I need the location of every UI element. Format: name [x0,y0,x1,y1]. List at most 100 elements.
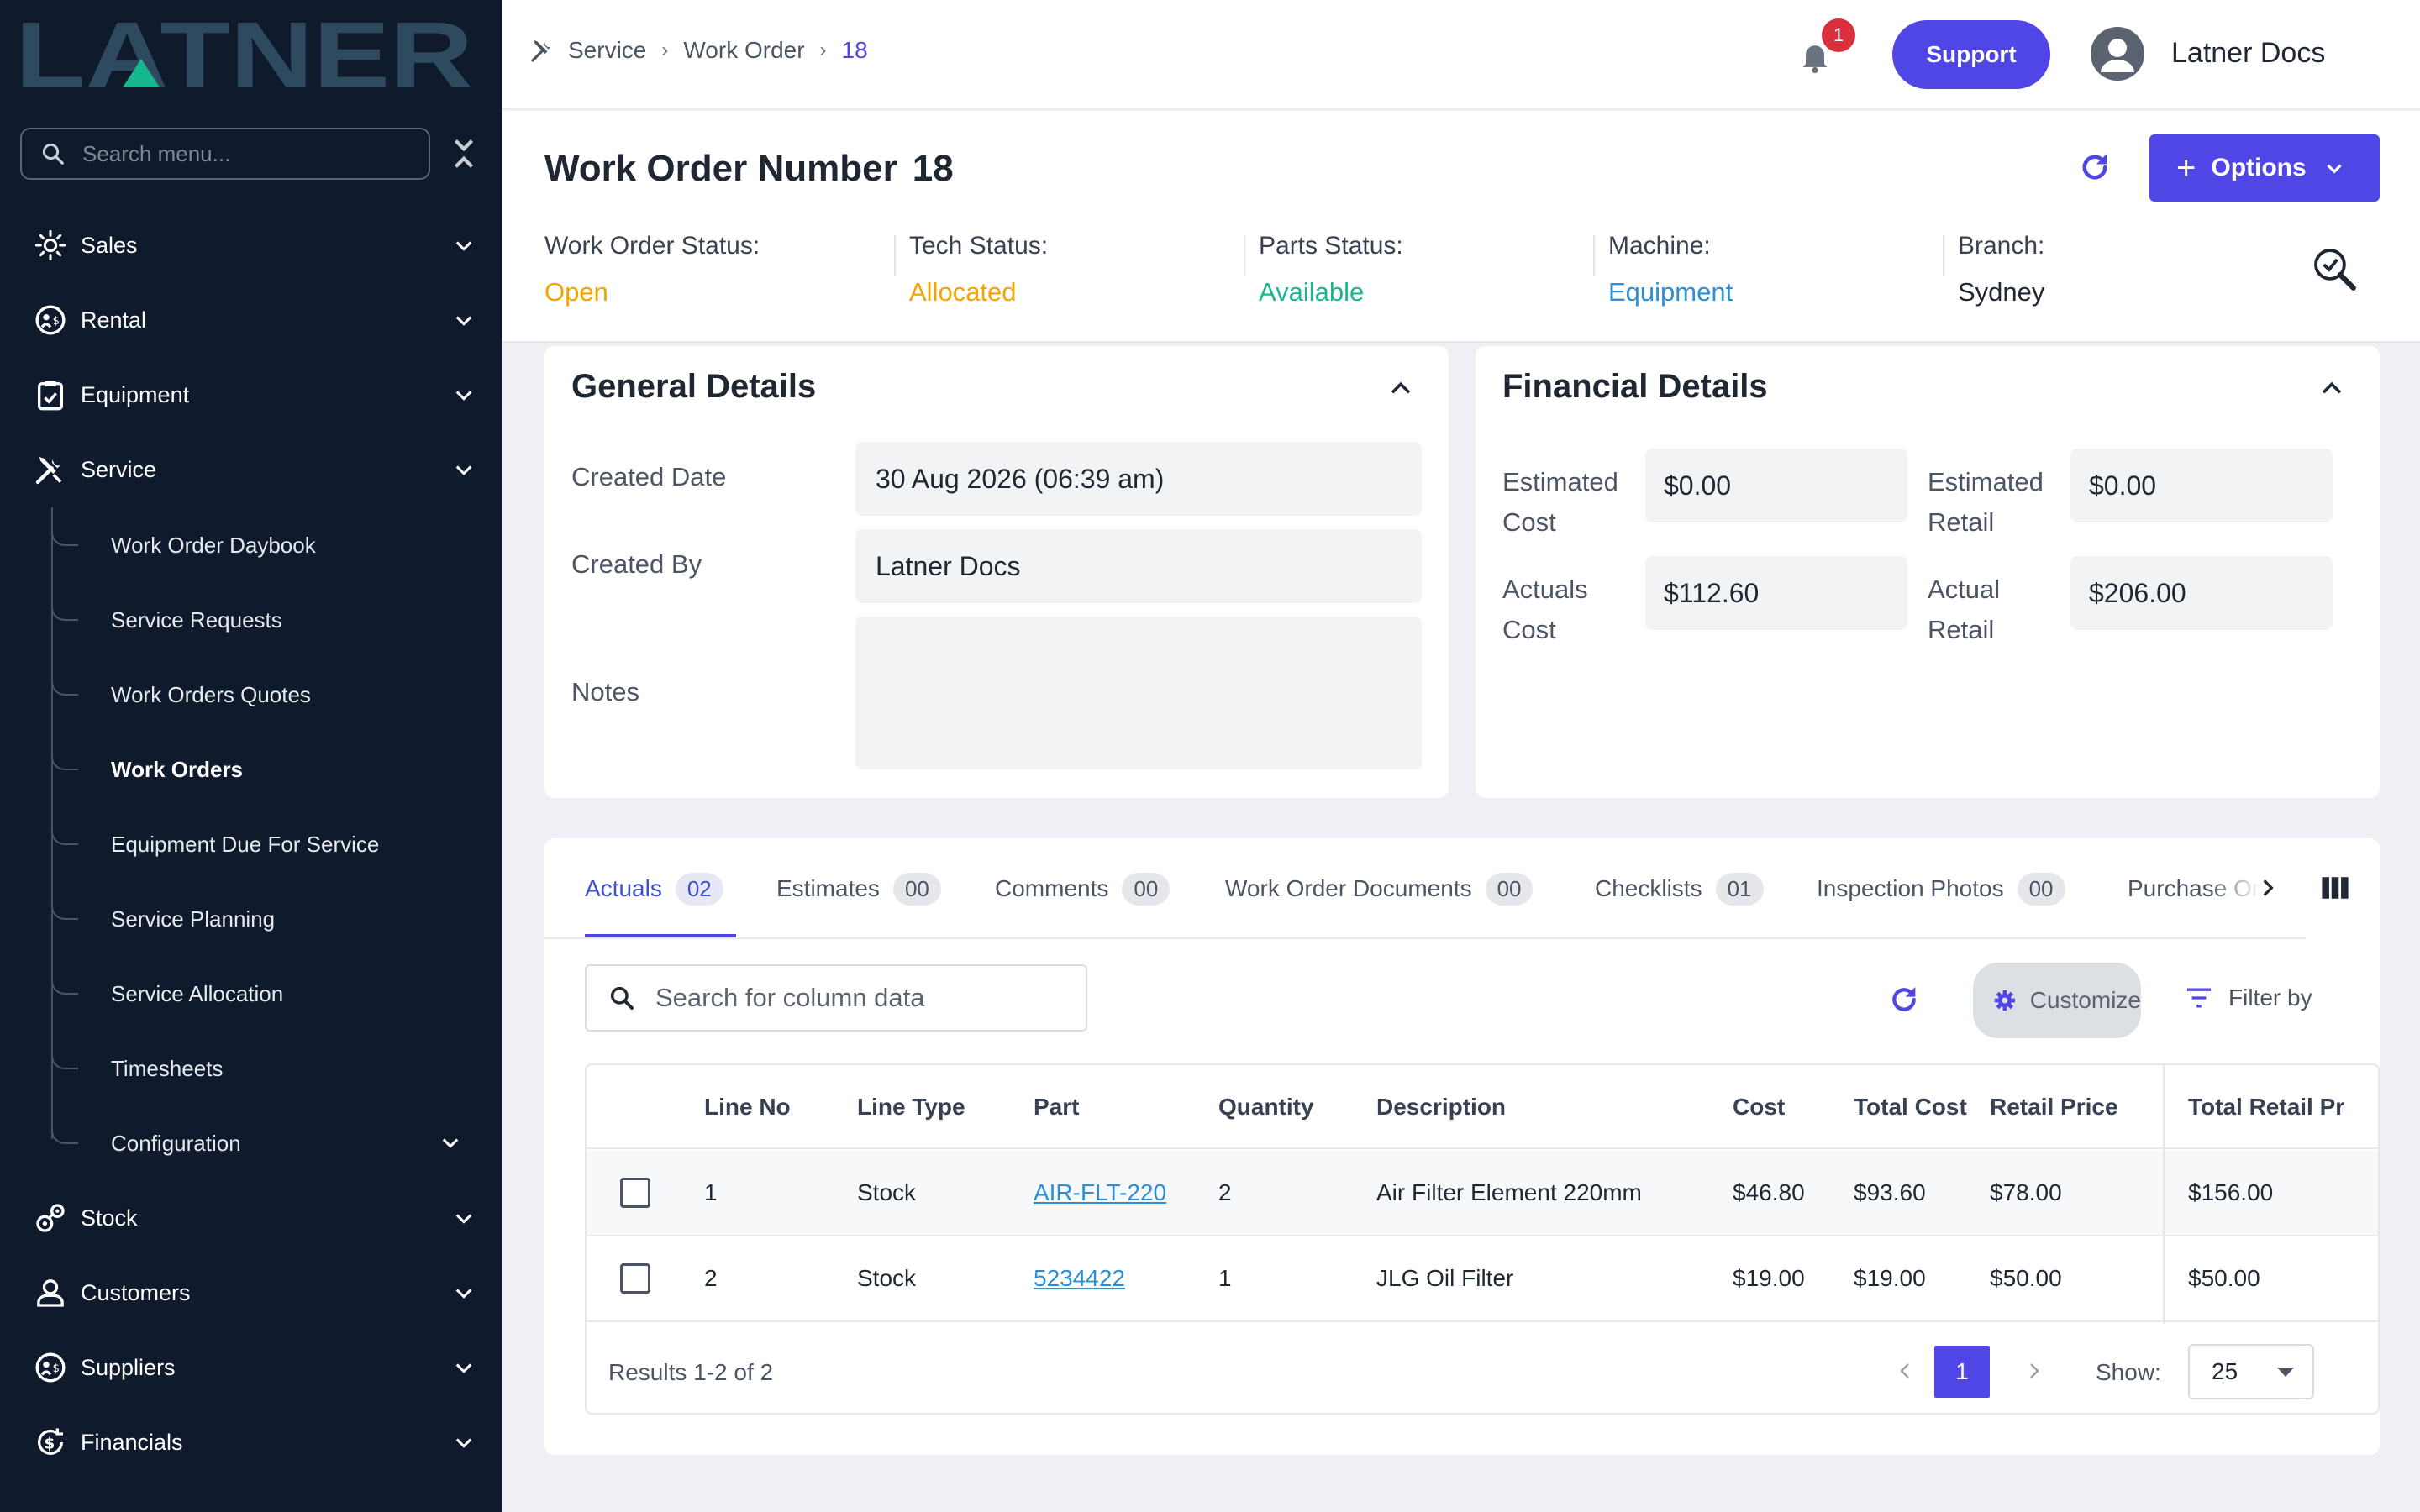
inspect-search-icon[interactable] [2311,245,2360,294]
col-line-no[interactable]: Line No [704,1094,791,1120]
part-link[interactable]: 5234422 [1034,1265,1126,1291]
svg-text:LATNER: LATNER [15,15,473,94]
col-part[interactable]: Part [1034,1094,1080,1120]
avatar[interactable] [2091,27,2144,81]
sidebar-subitem-work-orders[interactable]: Work Orders [0,735,502,802]
chevron-up-icon[interactable] [1386,375,1415,403]
search-icon [42,143,64,165]
chevron-down-icon [2326,164,2342,174]
breadcrumb-service[interactable]: Service [568,37,647,63]
sidebar-subitem-service-planning[interactable]: Service Planning [0,885,502,952]
tab-inspection-photos[interactable]: Inspection Photos 00 [1817,838,2065,939]
sidebar-item-sales[interactable]: Sales [0,212,502,279]
table-footer: Results 1-2 of 2 1 Show: 25 [587,1324,2378,1413]
table-search-input[interactable]: Search for column data [585,964,1087,1032]
col-retail-price[interactable]: Retail Price [1990,1094,2118,1120]
actuals-table: Line No Line Type Part Quantity Descript… [585,1063,2380,1415]
sales-icon [32,227,69,264]
col-quantity[interactable]: Quantity [1218,1094,1314,1120]
sidebar-item-customers[interactable]: Customers [0,1259,502,1326]
gear-icon [1994,990,2016,1011]
sidebar-subitem-work-order-daybook[interactable]: Work Order Daybook [0,511,502,578]
divider [1244,235,1245,276]
tab-bar: Actuals 02 Estimates 00 Comments 00 Work Or… [544,838,2306,939]
filter-icon [2187,988,2211,1008]
col-total-cost[interactable]: Total Cost [1854,1094,1967,1120]
plus-icon: + [2176,149,2196,186]
stock-icon [32,1200,69,1236]
chevron-down-icon [455,1289,472,1299]
financial-details-title: Financial Details [1502,368,1768,405]
part-link[interactable]: AIR-FLT-220 [1034,1179,1167,1205]
suppliers-icon: $ [32,1349,69,1386]
notes-field[interactable] [855,617,1422,769]
table-row[interactable]: 2 Stock 5234422 1 JLG Oil Filter $19.00 … [587,1236,2378,1322]
breadcrumb-current: 18 [841,37,868,63]
sidebar-subitem-configuration[interactable]: Configuration [0,1109,502,1176]
filter-by-button[interactable]: Filter by [2185,984,2312,1011]
chevron-down-icon [455,316,472,326]
sidebar-subitem-equipment-due-for-service[interactable]: Equipment Due For Service [0,810,502,877]
branch-status: Branch: Sydney [1958,232,2045,307]
sidebar-item-stock[interactable]: Stock [0,1184,502,1252]
work-order-lines-card: Actuals 02 Estimates 00 Comments 00 Work Or… [544,838,2380,1455]
tab-estimates[interactable]: Estimates 00 [776,838,941,939]
svg-text:$: $ [53,1362,60,1375]
sidebar-item-rental[interactable]: $ Rental [0,286,502,354]
latner-logo[interactable]: LATNER [15,15,473,94]
sidebar-subitem-service-requests[interactable]: Service Requests [0,585,502,653]
sidebar-item-label: Stock [81,1205,138,1231]
chevron-right-icon[interactable] [2023,1361,2044,1381]
sidebar-item-label: Suppliers [81,1354,176,1380]
created-by-label: Created By [571,549,702,579]
sidebar-item-equipment[interactable]: Equipment [0,361,502,428]
col-cost[interactable]: Cost [1733,1094,1786,1120]
sidebar-item-financials[interactable]: $ Financials [0,1409,502,1476]
columns-icon[interactable] [2321,875,2349,900]
sidebar-subitem-work-orders-quotes[interactable]: Work Orders Quotes [0,660,502,727]
chevron-up-icon[interactable] [2317,375,2346,403]
breadcrumb-work-order[interactable]: Work Order [683,37,805,63]
page-size-select[interactable]: 25 [2188,1344,2314,1399]
chevron-left-icon[interactable] [1896,1361,1916,1381]
tab-checklists[interactable]: Checklists 01 [1595,838,1764,939]
col-description[interactable]: Description [1376,1094,1507,1120]
sidebar-item-service[interactable]: Service [0,436,502,503]
page-number-button[interactable]: 1 [1934,1346,1990,1398]
bell-icon[interactable] [1797,37,1833,76]
machine-link[interactable]: Equipment [1608,277,1733,307]
refresh-icon[interactable] [2077,150,2112,185]
sidebar-item-label: Equipment [81,381,190,407]
sidebar-item-label: Sales [81,232,138,258]
tab-comments[interactable]: Comments 00 [995,838,1171,939]
support-button[interactable]: Support [1892,20,2050,89]
collapse-menu-icon[interactable] [449,134,479,173]
user-name[interactable]: Latner Docs [2171,37,2326,69]
actuals-cost-field: $112.60 [1645,556,1907,630]
table-row[interactable]: 1 Stock AIR-FLT-220 2 Air Filter Element… [587,1151,2378,1236]
sidebar-subitem-service-allocation[interactable]: Service Allocation [0,959,502,1026]
tab-work-order-documents[interactable]: Work Order Documents 00 [1225,838,1534,939]
page-title: Work Order Number 18 [544,148,954,189]
sidebar-item-suppliers[interactable]: $ Suppliers [0,1334,502,1401]
refresh-icon[interactable] [1887,983,1921,1016]
options-button[interactable]: + Options [2149,134,2380,202]
col-line-type[interactable]: Line Type [857,1094,965,1120]
sidebar-subitem-timesheets[interactable]: Timesheets [0,1034,502,1101]
notes-label: Notes [571,677,639,706]
created-by-field: Latner Docs [855,529,1422,603]
sidebar-search-input[interactable]: Search menu... [20,128,430,180]
col-total-retail-price[interactable]: Total Retail Pr [2188,1094,2345,1120]
financial-details-card: Financial Details Estimated Cost $0.00 Es… [1476,346,2380,798]
general-details-title: General Details [571,368,817,405]
column-divider [2163,1065,2165,1324]
tab-actuals[interactable]: Actuals 02 [585,838,723,939]
chevron-right-icon[interactable] [2257,877,2279,899]
clipboard-icon [32,376,69,413]
customize-button[interactable]: Customize [1973,963,2141,1038]
sidebar-item-label: Rental [81,307,147,333]
rental-icon: $ [32,302,69,339]
row-checkbox[interactable] [620,1263,650,1294]
chevron-right-icon: › [819,39,827,61]
row-checkbox[interactable] [620,1178,650,1208]
